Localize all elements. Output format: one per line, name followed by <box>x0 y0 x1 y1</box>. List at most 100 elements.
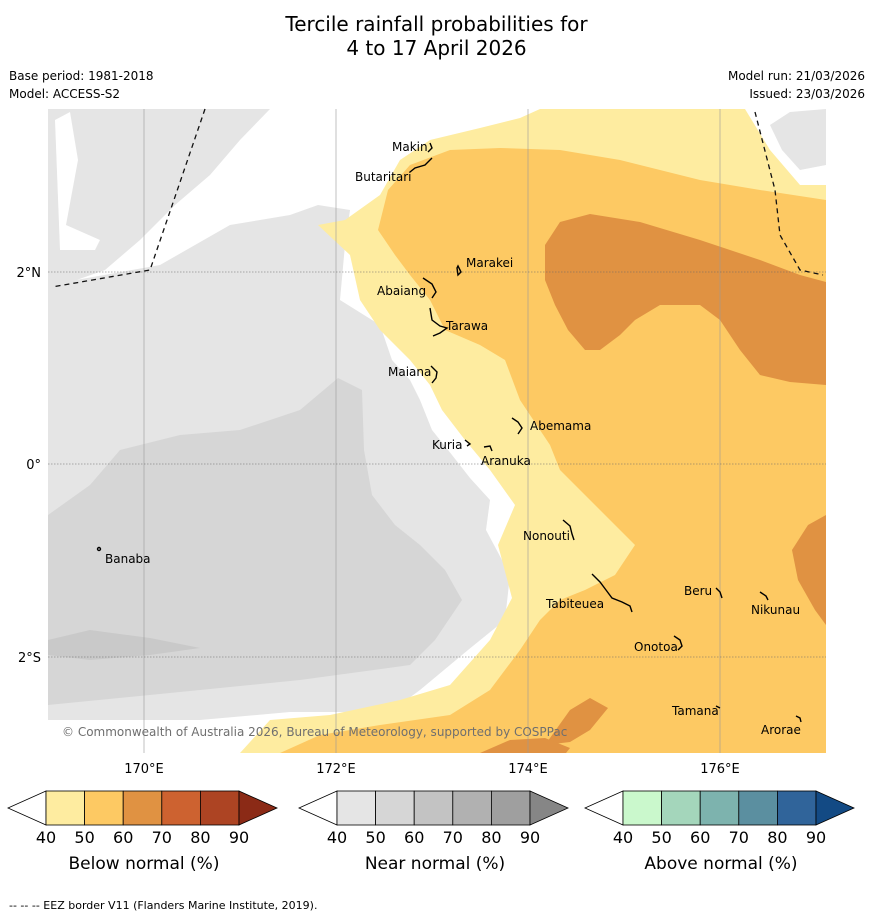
label-makin: Makin <box>392 140 428 154</box>
label-beru: Beru <box>684 584 712 598</box>
colorbar-below-tick: 90 <box>229 828 249 847</box>
colorbar-near-segment-2 <box>375 790 415 826</box>
label-abaiang: Abaiang <box>377 284 426 298</box>
colorbar-near-tick: 80 <box>481 828 501 847</box>
colorbar-near-tick: 40 <box>327 828 347 847</box>
colorbar-above-under <box>584 790 624 826</box>
y-tick-2n: 2°N <box>17 266 42 281</box>
below-normal-60-70-east <box>792 515 826 625</box>
colorbar-below: 40 50 60 70 80 90 <box>7 790 278 847</box>
label-banaba: Banaba <box>105 552 151 566</box>
colorbar-above-tick: 50 <box>651 828 671 847</box>
map-title: Tercile rainfall probabilities for 4 to … <box>0 12 873 60</box>
colorbar-near-tick: 50 <box>365 828 385 847</box>
colorbar-below-tick: 50 <box>74 828 94 847</box>
x-tick-176e: 176°E <box>700 762 740 777</box>
colorbar-near-under <box>298 790 338 826</box>
label-tabiteuea: Tabiteuea <box>545 597 604 611</box>
colorbar-near-tick: 90 <box>520 828 540 847</box>
near-normal-40-50-topright <box>770 109 826 170</box>
colorbar-below-segment-2 <box>84 790 124 826</box>
label-nonouti: Nonouti <box>523 529 570 543</box>
colorbar-above-segment-5 <box>777 790 817 826</box>
colorbar-above-segment-1 <box>622 790 662 826</box>
colorbar-near-segment-5 <box>490 790 531 826</box>
nonouti-outline <box>562 519 575 541</box>
abaiang-outline <box>422 277 437 299</box>
tarawa-outline <box>429 307 449 337</box>
marakei-outline <box>456 264 462 277</box>
label-tarawa: Tarawa <box>445 319 488 333</box>
islands <box>96 142 802 723</box>
colorbar-above-segment-4 <box>738 790 778 826</box>
colorbar-below-under <box>7 790 47 826</box>
colorbar-below-segment-5 <box>199 790 240 826</box>
island-labels: Makin Butaritari Marakei Abaiang Tarawa … <box>105 140 801 737</box>
maiana-outline <box>430 365 438 384</box>
label-tamana: Tamana <box>671 704 719 718</box>
kuria-outline <box>464 439 472 447</box>
colorbar-above: 40 50 60 70 80 90 <box>584 790 855 847</box>
banaba-outline <box>96 546 102 552</box>
axis-labels: 170°E 172°E 174°E 176°E 2°N 0° 2°S <box>17 266 740 777</box>
label-nikunau: Nikunau <box>751 603 800 617</box>
butaritari-outline <box>409 157 433 173</box>
label-maiana: Maiana <box>388 365 431 379</box>
label-arorae: Arorae <box>761 723 801 737</box>
colorbar-near-segment-4 <box>452 790 492 826</box>
model-name: Model: ACCESS-S2 <box>9 87 121 101</box>
colorbar-near-tick: 60 <box>404 828 424 847</box>
label-aranuka: Aranuka <box>481 454 531 468</box>
colorbar-near-segment-1 <box>336 790 376 826</box>
colorbar-below-segment-4 <box>161 790 201 826</box>
near-normal-40-50-topleft-notch <box>55 112 100 250</box>
graticule <box>48 109 826 753</box>
x-tick-170e: 170°E <box>124 762 164 777</box>
colorbar-below-tick: 40 <box>36 828 56 847</box>
colorbar-above-tick: 90 <box>806 828 826 847</box>
arorae-outline <box>795 715 802 723</box>
colorbars: 40 50 60 70 80 90 40 50 60 70 80 90 40 50 60 70 80 90 <box>7 790 855 847</box>
map-fields <box>48 109 826 753</box>
colorbar-below-tick: 80 <box>190 828 210 847</box>
model-run: Model run: 21/03/2026 <box>727 69 865 83</box>
colorbar-above-tick: 40 <box>613 828 633 847</box>
colorbar-near-segment-3 <box>413 790 454 826</box>
colorbar-near-tick: 70 <box>443 828 463 847</box>
colorbar-near-over <box>529 790 569 826</box>
colorbar-above-tick: 70 <box>729 828 749 847</box>
label-abemama: Abemama <box>530 419 591 433</box>
eez-border <box>51 108 824 288</box>
nikunau-outline <box>759 591 769 601</box>
near-normal-60-70 <box>48 630 200 660</box>
below-normal-60-70-north <box>545 214 826 385</box>
colorbar-above-tick: 80 <box>767 828 787 847</box>
colorbar-above-title: Above normal (%) <box>644 854 798 874</box>
y-tick-2s: 2°S <box>18 651 41 666</box>
colorbar-above-segment-2 <box>661 790 701 826</box>
copyright-notice: © Commonwealth of Australia 2026, Bureau… <box>62 725 567 739</box>
colorbar-below-tick: 70 <box>152 828 172 847</box>
label-marakei: Marakei <box>466 256 513 270</box>
colorbar-above-over <box>815 790 855 826</box>
colorbar-below-tick: 60 <box>113 828 133 847</box>
tabiteuea-outline <box>591 573 633 613</box>
title-line-2: 4 to 17 April 2026 <box>346 36 527 60</box>
below-normal-60-70-south <box>545 698 608 745</box>
colorbar-near-title: Near normal (%) <box>364 854 506 874</box>
below-normal-60-70-south2 <box>480 738 570 753</box>
beru-outline <box>715 587 723 599</box>
y-tick-0: 0° <box>26 458 41 473</box>
label-kuria: Kuria <box>432 438 463 452</box>
colorbar-below-title: Below normal (%) <box>68 854 220 874</box>
label-butaritari: Butaritari <box>355 170 412 184</box>
x-tick-174e: 174°E <box>508 762 548 777</box>
probability-map: Makin Butaritari Marakei Abaiang Tarawa … <box>17 108 826 777</box>
label-onotoa: Onotoa <box>634 640 678 654</box>
near-normal-50-60 <box>48 378 462 705</box>
meta-left: Base period: 1981-2018 Model: ACCESS-S2 <box>9 67 154 103</box>
colorbar-near: 40 50 60 70 80 90 <box>298 790 569 847</box>
eez-border-west <box>51 108 206 288</box>
tamana-outline <box>715 705 721 709</box>
issued-date: Issued: 23/03/2026 <box>749 87 865 101</box>
